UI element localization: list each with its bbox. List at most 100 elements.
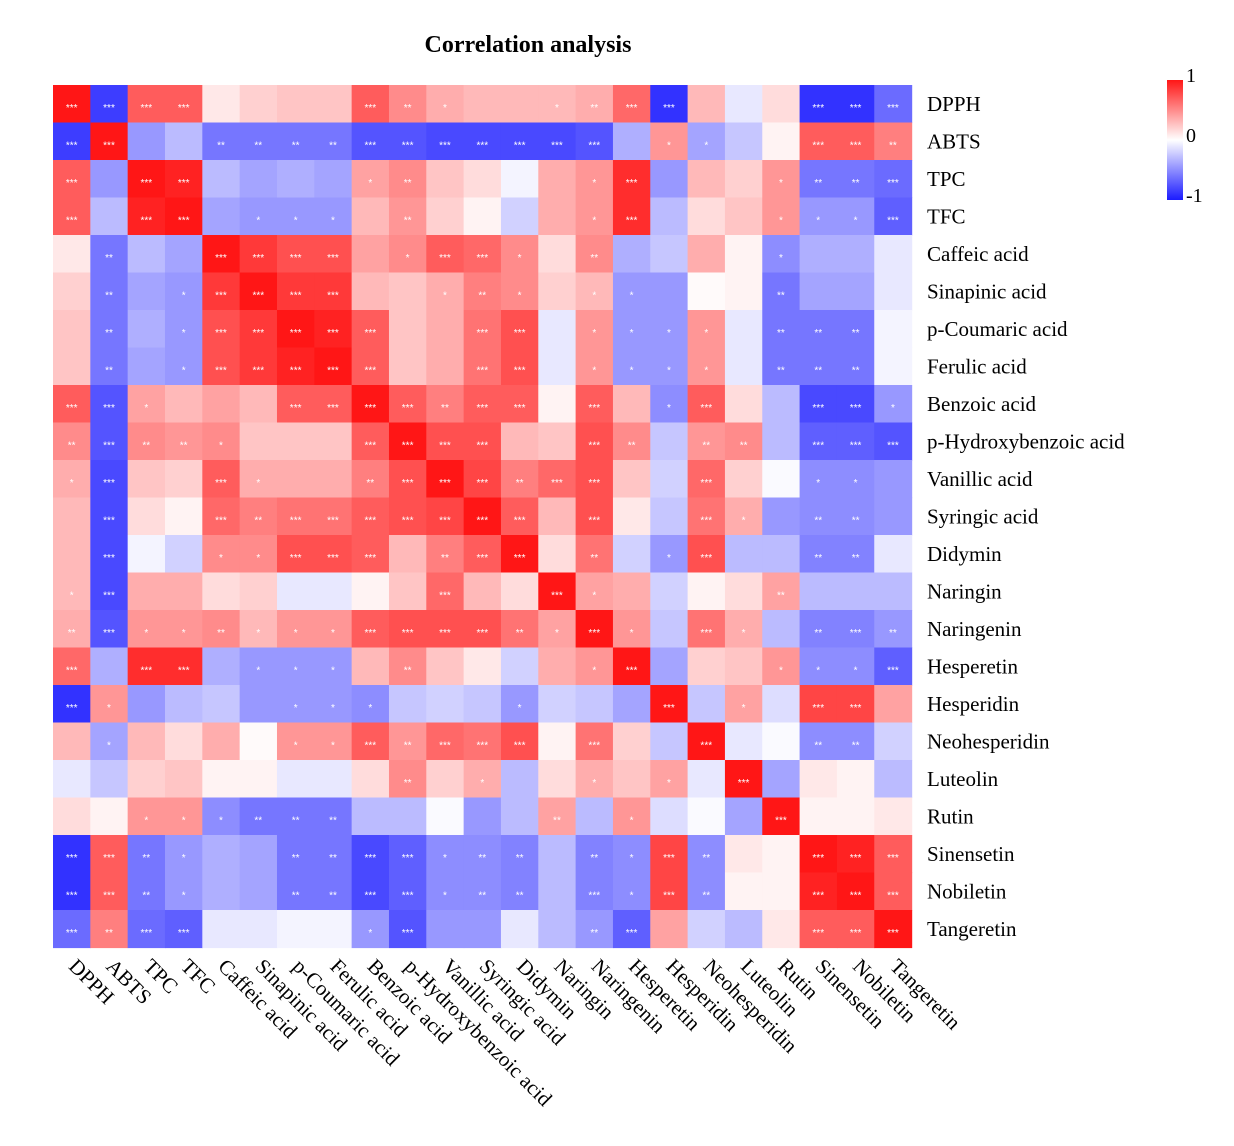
significance-mark: * (667, 778, 671, 789)
column-label: TFC (176, 954, 220, 998)
significance-mark: *** (626, 103, 638, 114)
heatmap-cell (90, 535, 129, 574)
heatmap-cell (724, 685, 763, 724)
heatmap-cell (127, 722, 166, 761)
heatmap-cell (351, 235, 390, 274)
significance-mark: ** (590, 553, 598, 564)
heatmap-cell (500, 122, 539, 161)
significance-mark: * (331, 665, 335, 676)
heatmap-cell (538, 385, 577, 424)
significance-mark: *** (700, 740, 712, 751)
heatmap-cell (687, 647, 726, 686)
significance-mark: *** (663, 103, 675, 114)
significance-mark: *** (476, 403, 488, 414)
significance-mark: * (219, 553, 223, 564)
heatmap-cell (538, 197, 577, 236)
row-label: Vanillic acid (927, 467, 1033, 491)
heatmap-cell (836, 347, 875, 386)
significance-mark: * (592, 590, 596, 601)
significance-mark: * (779, 665, 783, 676)
significance-mark: ** (404, 665, 412, 676)
heatmap-cell (874, 872, 913, 911)
heatmap-cell (351, 272, 390, 311)
heatmap-cell (874, 197, 913, 236)
heatmap-cell (538, 797, 577, 836)
heatmap-cell (426, 85, 465, 124)
heatmap-cell (650, 122, 689, 161)
significance-mark: ** (852, 553, 860, 564)
heatmap-cell (314, 160, 353, 199)
significance-mark: *** (215, 290, 227, 301)
heatmap-cell (426, 422, 465, 461)
heatmap-cell (463, 572, 502, 611)
heatmap-cell (276, 797, 315, 836)
heatmap-cell (276, 310, 315, 349)
heatmap-cell (426, 835, 465, 874)
row-label: Hesperetin (927, 654, 1018, 678)
significance-mark: * (331, 628, 335, 639)
heatmap-cell (538, 760, 577, 799)
heatmap-cell (538, 272, 577, 311)
heatmap-cell (500, 910, 539, 949)
heatmap-cell (351, 872, 390, 911)
heatmap-cell (799, 197, 838, 236)
significance-mark: *** (103, 403, 115, 414)
heatmap-cell (351, 460, 390, 499)
heatmap-cell (762, 872, 801, 911)
heatmap-cell (799, 422, 838, 461)
heatmap-cell (388, 160, 427, 199)
heatmap-cell (687, 272, 726, 311)
heatmap-cell (724, 385, 763, 424)
heatmap-cell (762, 197, 801, 236)
heatmap-cell (575, 310, 614, 349)
heatmap-cell (612, 347, 651, 386)
heatmap-cell (463, 535, 502, 574)
row-label: Naringenin (927, 617, 1022, 641)
significance-mark: *** (66, 403, 78, 414)
heatmap-cell (202, 722, 241, 761)
significance-mark: *** (66, 178, 78, 189)
heatmap-cell (762, 910, 801, 949)
heatmap-cell (575, 610, 614, 649)
heatmap-cell (388, 122, 427, 161)
heatmap-cell (53, 610, 91, 649)
heatmap-cell (724, 535, 763, 574)
heatmap-cell (164, 385, 203, 424)
significance-mark: *** (140, 665, 152, 676)
significance-mark: ** (478, 890, 486, 901)
significance-mark: *** (252, 290, 264, 301)
heatmap-cell (164, 647, 203, 686)
heatmap-cell (500, 197, 539, 236)
significance-mark: ** (404, 215, 412, 226)
heatmap-cell (575, 797, 614, 836)
significance-mark: * (854, 215, 858, 226)
heatmap-cell (687, 460, 726, 499)
heatmap-cell (799, 535, 838, 574)
heatmap-cell (799, 797, 838, 836)
significance-mark: * (294, 740, 298, 751)
significance-mark: *** (66, 928, 78, 939)
significance-mark: ** (889, 628, 897, 639)
heatmap-cell (388, 310, 427, 349)
heatmap-cell (276, 910, 315, 949)
heatmap-cell (799, 160, 838, 199)
significance-mark: * (331, 703, 335, 714)
heatmap-cell (351, 535, 390, 574)
heatmap-cell (836, 835, 875, 874)
heatmap-cell (276, 347, 315, 386)
heatmap-cell (762, 685, 801, 724)
heatmap-cell (426, 535, 465, 574)
heatmap-cell (463, 910, 502, 949)
heatmap-cell (127, 272, 166, 311)
heatmap-cell (90, 685, 129, 724)
heatmap-cell (276, 572, 315, 611)
heatmap-cell (538, 422, 577, 461)
heatmap-cell (276, 385, 315, 424)
heatmap-cell (164, 272, 203, 311)
heatmap-cell (388, 385, 427, 424)
heatmap-cell (202, 910, 241, 949)
significance-mark: *** (887, 890, 899, 901)
heatmap-cell (650, 235, 689, 274)
heatmap-cell (351, 647, 390, 686)
heatmap-cell (463, 160, 502, 199)
